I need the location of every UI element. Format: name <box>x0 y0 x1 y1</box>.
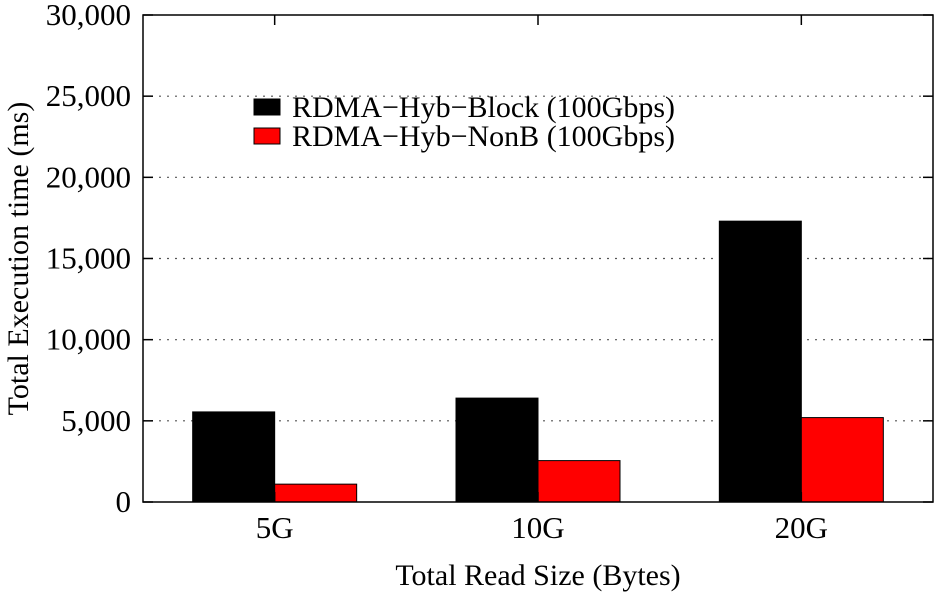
y-axis-title: Total Execution time (ms) <box>2 102 35 416</box>
bar-nonb-10g <box>537 460 621 503</box>
bar-nonb-5g <box>274 483 358 503</box>
bars <box>192 220 884 503</box>
legend-label: RDMA−Hyb−Block (100Gbps) <box>292 91 675 124</box>
y-tick-label: 0 <box>116 484 132 519</box>
legend-swatch <box>253 127 281 145</box>
y-tick-label: 25,000 <box>46 78 131 113</box>
legend-swatch <box>253 98 281 116</box>
bar-nonb-20g <box>800 417 884 503</box>
y-tick-label: 10,000 <box>46 322 131 357</box>
x-tick-label: 10G <box>511 510 564 545</box>
x-axis-title: Total Read Size (Bytes) <box>395 559 680 592</box>
y-tick-label: 15,000 <box>46 241 131 276</box>
bar-block-10g <box>455 397 539 503</box>
bar-block-5g <box>192 411 276 503</box>
x-tick-label: 5G <box>256 510 294 545</box>
y-tick-label: 20,000 <box>46 159 131 194</box>
x-tick-label: 20G <box>775 510 828 545</box>
y-tick-label: 30,000 <box>46 0 131 32</box>
bar-block-20g <box>718 220 802 503</box>
y-axis: 0 5,000 10,000 15,000 20,000 25,000 30,000 <box>46 0 933 519</box>
legend-label: RDMA−Hyb−NonB (100Gbps) <box>292 120 675 153</box>
legend: RDMA−Hyb−Block (100Gbps)RDMA−Hyb−NonB (1… <box>250 91 675 153</box>
x-axis: 5G 10G 20G <box>256 15 828 545</box>
y-tick-label: 5,000 <box>61 403 131 438</box>
